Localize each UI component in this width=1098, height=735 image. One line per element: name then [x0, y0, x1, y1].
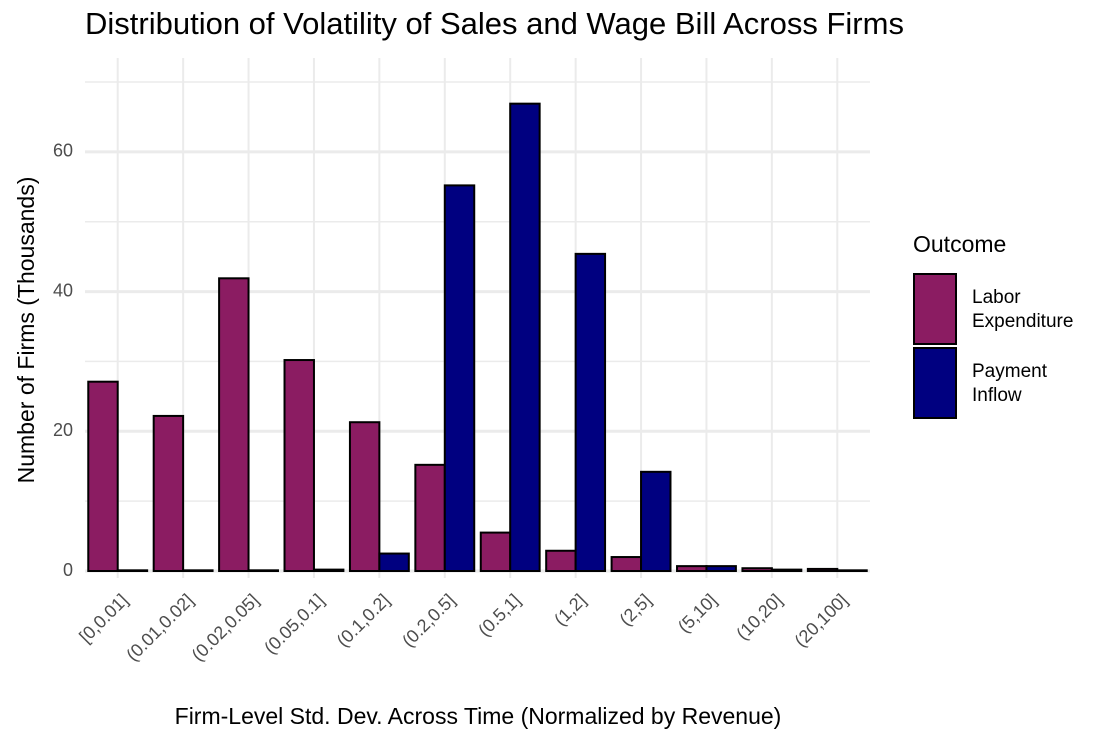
x-tick-label: (0.02,0.05] — [188, 590, 263, 665]
y-tick-label: 0 — [63, 560, 73, 580]
bar — [182, 569, 214, 573]
bar — [443, 184, 476, 573]
bar — [312, 568, 345, 573]
x-tick-label: (10,20] — [732, 590, 786, 644]
bar — [283, 359, 315, 573]
bar — [247, 569, 279, 573]
legend-key — [913, 347, 957, 419]
bar — [836, 569, 868, 573]
bar — [218, 277, 250, 573]
bar — [741, 567, 773, 573]
bar — [640, 470, 672, 573]
y-tick-label: 40 — [53, 280, 73, 300]
bar — [116, 569, 149, 573]
x-tick-label: (5,10] — [674, 590, 721, 637]
x-tick-label: (0.01,0.02] — [122, 590, 197, 665]
x-tick-label: (0.1,0.2] — [333, 590, 394, 651]
x-tick-label: [0,0.01] — [75, 590, 132, 647]
bar — [348, 421, 381, 573]
x-axis-title: Firm-Level Std. Dev. Across Time (Normal… — [175, 703, 782, 729]
bar — [770, 568, 803, 573]
bar — [152, 414, 185, 573]
x-tick-label: (1,2] — [550, 590, 590, 630]
x-tick-label: (20,100] — [791, 590, 852, 651]
bar — [610, 556, 643, 573]
y-tick-label: 20 — [53, 420, 73, 440]
legend-key — [913, 273, 957, 345]
y-tick-label: 60 — [53, 141, 73, 161]
bar — [806, 567, 839, 573]
legend-label: Labor Expenditure — [972, 287, 1074, 332]
grid — [85, 58, 870, 578]
bar — [414, 463, 446, 573]
x-tick-label: (2,5] — [616, 590, 656, 630]
bar — [509, 102, 541, 573]
legend-title: Outcome — [913, 231, 1006, 257]
x-tick-label: (0.5,1] — [474, 590, 524, 640]
bar — [705, 565, 737, 573]
y-axis-title: Number of Firms (Thousands) — [13, 177, 39, 484]
legend-label: Payment Inflow — [972, 361, 1047, 406]
bar — [479, 531, 512, 573]
chart-title: Distribution of Volatility of Sales and … — [85, 6, 904, 41]
bar — [676, 565, 708, 573]
bar — [545, 549, 577, 573]
bar — [378, 552, 410, 573]
x-tick-label: (0.05,0.1] — [260, 590, 328, 658]
bar — [574, 252, 607, 573]
bar — [87, 380, 119, 573]
x-tick-label: (0.2,0.5] — [398, 590, 459, 651]
